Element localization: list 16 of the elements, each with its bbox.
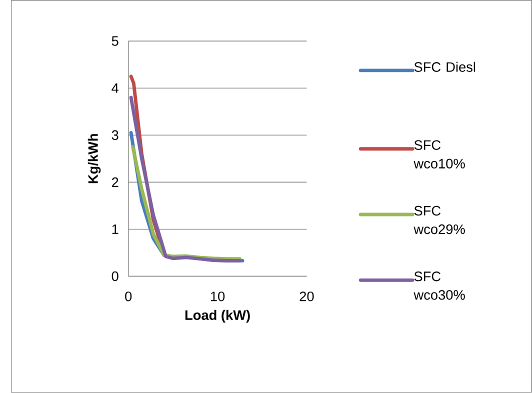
legend-label: SFC wco10%	[414, 140, 465, 169]
y-axis-title: Kg/kWh	[88, 134, 101, 184]
x-tick-label: 0	[125, 292, 132, 302]
y-tick-label: 3	[112, 130, 118, 140]
legend-label: SFC wco30%	[414, 272, 465, 300]
y-tick-label: 4	[112, 84, 118, 93]
y-tick-label: 0	[112, 272, 118, 282]
y-tick-label: 1	[112, 224, 118, 234]
legend-label: SFC wco29%	[414, 206, 465, 234]
x-tick-label: 10	[210, 292, 225, 302]
legend-label: SFC Diesl	[414, 62, 476, 72]
line-series	[129, 96, 242, 263]
y-tick-label: 5	[112, 36, 118, 46]
y-tick-label: 2	[112, 178, 118, 188]
x-axis-title: Load (kW)	[185, 310, 250, 323]
x-tick-label: 20	[300, 292, 314, 302]
